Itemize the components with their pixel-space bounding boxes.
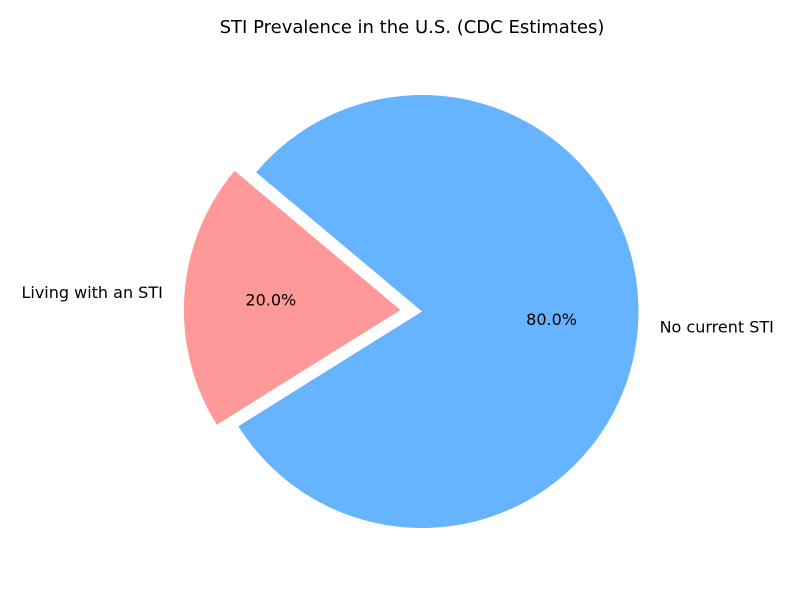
pie-slice — [183, 170, 401, 425]
value-label: 20.0% — [245, 290, 296, 309]
pie-slice — [238, 94, 639, 529]
chart-title: STI Prevalence in the U.S. (CDC Estimate… — [220, 17, 605, 38]
value-label: 80.0% — [526, 310, 577, 329]
slice-label: No current STI — [660, 318, 774, 337]
slice-label: Living with an STI — [21, 283, 162, 302]
